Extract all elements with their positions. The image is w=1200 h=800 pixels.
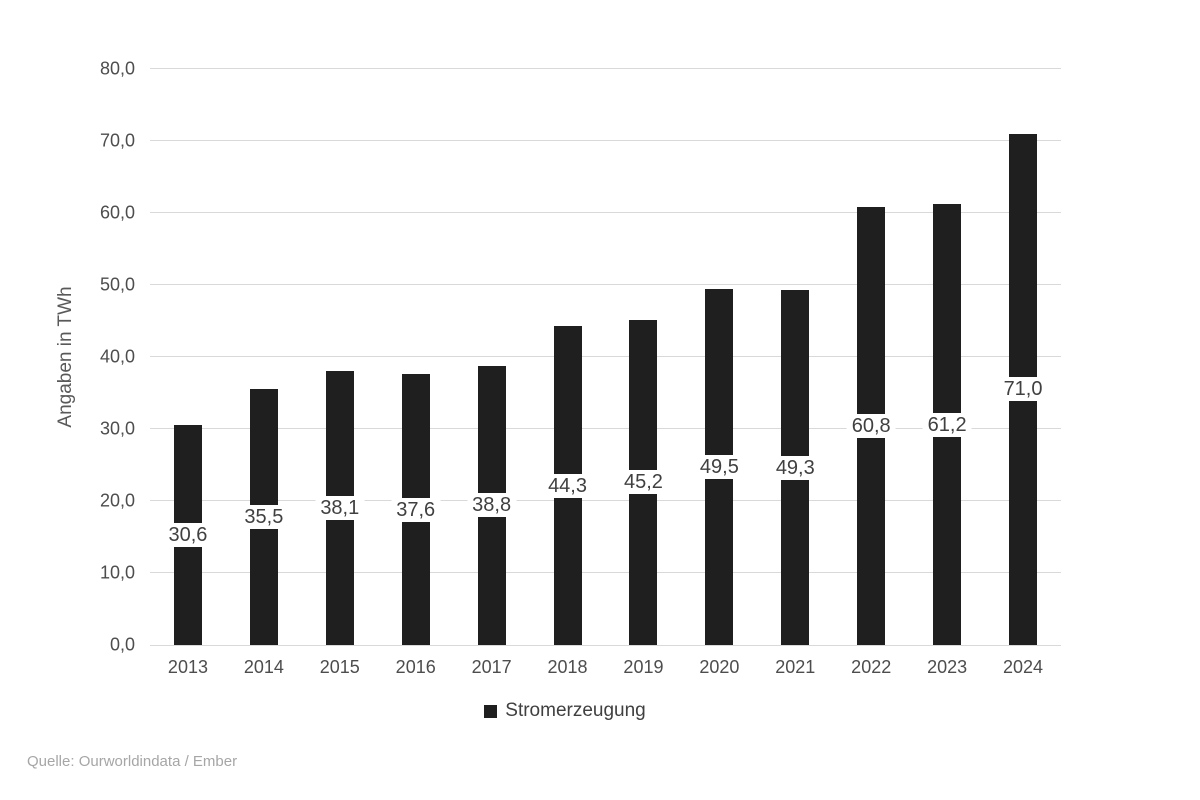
x-tick-label-2014: 2014 bbox=[243, 657, 284, 677]
x-tick-label-2017: 2017 bbox=[471, 657, 512, 677]
gridline bbox=[150, 428, 1061, 429]
y-tick-label: 80,0 bbox=[99, 58, 135, 79]
bar-value-label-2020: 49,5 bbox=[694, 454, 744, 479]
y-tick-label: 70,0 bbox=[99, 130, 135, 151]
y-tick-label: 20,0 bbox=[99, 490, 135, 511]
legend: Stromerzeugung bbox=[0, 700, 1130, 722]
gridline bbox=[150, 284, 1061, 285]
gridline bbox=[150, 68, 1061, 69]
plot-area: 30,6 35,5 38,1 37,6 38,8 44,3 45,2 49,5 49,3 60,8… bbox=[150, 68, 1061, 646]
bar-value-label-2024: 71,0 bbox=[998, 377, 1048, 402]
x-tick-label-2020: 2020 bbox=[699, 657, 740, 677]
x-tick-label-2018: 2018 bbox=[547, 657, 588, 677]
legend-swatch-icon bbox=[484, 704, 498, 718]
y-tick-label: 50,0 bbox=[99, 274, 135, 295]
gridline bbox=[150, 140, 1061, 141]
bar-value-label-2022: 60,8 bbox=[846, 414, 896, 439]
y-tick-label: 10,0 bbox=[99, 562, 135, 583]
bar-value-label-2015: 38,1 bbox=[315, 495, 365, 520]
x-tick-label-2023: 2023 bbox=[927, 657, 968, 677]
bar-value-label-2023: 61,2 bbox=[922, 412, 972, 437]
bar-value-label-2017: 38,8 bbox=[467, 493, 517, 518]
bar-value-label-2014: 35,5 bbox=[239, 505, 289, 530]
x-tick-label-2024: 2024 bbox=[1003, 657, 1044, 677]
bar-value-label-2018: 44,3 bbox=[543, 473, 592, 498]
bar-value-label-2013: 30,6 bbox=[163, 522, 213, 547]
x-tick-label-2021: 2021 bbox=[775, 657, 816, 677]
x-tick-label-2013: 2013 bbox=[167, 657, 208, 677]
y-tick-label: 0,0 bbox=[109, 634, 135, 655]
y-tick-label: 60,0 bbox=[99, 202, 135, 223]
y-tick-label: 40,0 bbox=[99, 346, 135, 367]
gridline bbox=[150, 356, 1061, 357]
gridline bbox=[150, 500, 1061, 501]
x-tick-label-2022: 2022 bbox=[851, 657, 892, 677]
x-axis-line bbox=[150, 645, 1061, 646]
x-tick-label-2016: 2016 bbox=[395, 657, 436, 677]
x-tick-label-2019: 2019 bbox=[623, 657, 664, 677]
source-note: Quelle: Ourworldindata / Ember bbox=[27, 753, 238, 770]
gridline bbox=[150, 212, 1061, 213]
bar-value-label-2016: 37,6 bbox=[391, 497, 441, 522]
bar-value-label-2019: 45,2 bbox=[618, 470, 668, 495]
x-tick-label-2015: 2015 bbox=[319, 657, 360, 677]
gridline bbox=[150, 572, 1061, 573]
y-tick-label: 30,0 bbox=[99, 418, 135, 439]
bar-value-label-2021: 49,3 bbox=[770, 455, 820, 480]
legend-label: Stromerzeugung bbox=[505, 700, 646, 721]
